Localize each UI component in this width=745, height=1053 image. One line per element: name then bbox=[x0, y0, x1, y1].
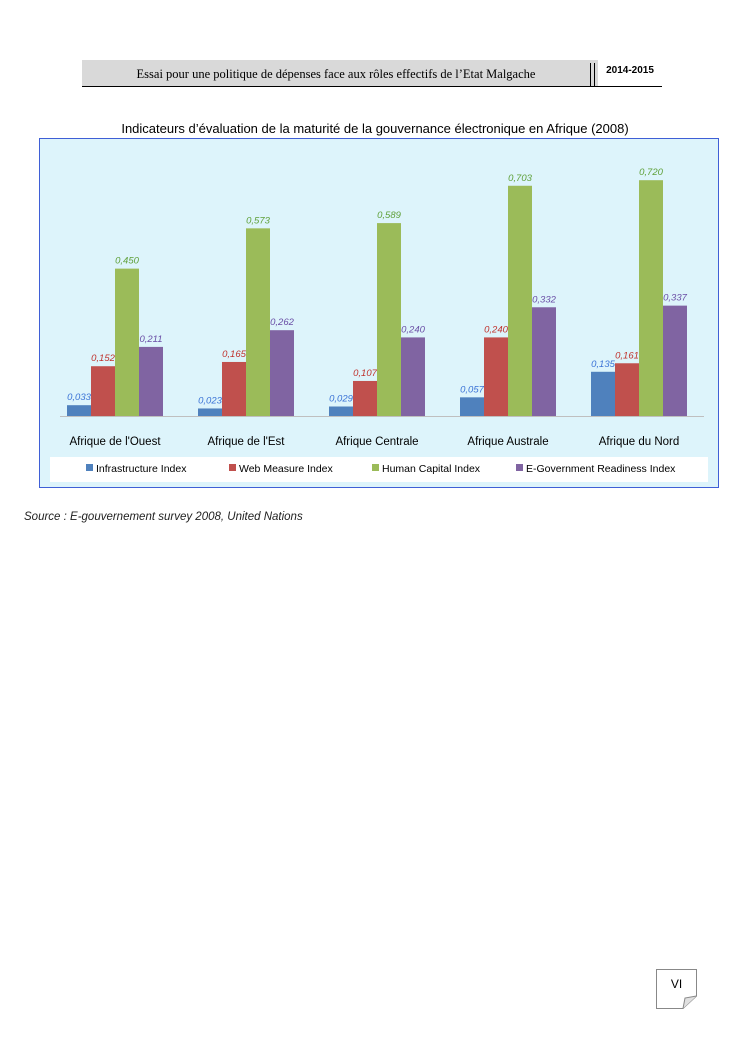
page-number: VI bbox=[670, 977, 683, 991]
bar-value-label: 0,057 bbox=[460, 384, 484, 395]
bar bbox=[91, 366, 115, 416]
bar bbox=[329, 406, 353, 416]
folded-corner-icon bbox=[656, 969, 697, 1009]
category-label: Afrique de l'Ouest bbox=[69, 436, 161, 448]
bar bbox=[67, 405, 91, 416]
legend-swatch bbox=[229, 464, 236, 471]
legend-label: E-Government Readiness Index bbox=[526, 463, 676, 475]
bar bbox=[377, 223, 401, 416]
bar-value-label: 0,211 bbox=[139, 334, 162, 345]
category-label: Afrique Centrale bbox=[335, 436, 418, 448]
bar-value-label: 0,033 bbox=[67, 392, 91, 403]
legend-label: Infrastructure Index bbox=[96, 463, 187, 475]
bar bbox=[532, 307, 556, 416]
bar-value-label: 0,135 bbox=[591, 359, 615, 370]
bar bbox=[508, 185, 532, 416]
running-header: Essai pour une politique de dépenses fac… bbox=[82, 60, 662, 87]
legend-swatch bbox=[372, 464, 379, 471]
bar-value-label: 0,161 bbox=[615, 350, 639, 361]
bar-value-label: 0,589 bbox=[377, 210, 401, 221]
bar-value-label: 0,337 bbox=[663, 293, 687, 304]
page-number-box: VI bbox=[656, 969, 697, 1009]
category-label: Afrique Australe bbox=[467, 436, 548, 448]
bar bbox=[460, 397, 484, 416]
bar bbox=[139, 346, 163, 416]
bar bbox=[115, 268, 139, 416]
category-label: Afrique du Nord bbox=[599, 436, 680, 448]
header-separator bbox=[590, 63, 595, 86]
bar-value-label: 0,240 bbox=[401, 324, 425, 335]
bar-value-label: 0,165 bbox=[222, 349, 246, 360]
bar-value-label: 0,332 bbox=[532, 294, 556, 305]
figure-title: Indicateurs d’évaluation de la maturité … bbox=[121, 121, 629, 136]
bar bbox=[222, 361, 246, 416]
legend-label: Web Measure Index bbox=[239, 463, 334, 475]
bar bbox=[270, 330, 294, 416]
bar-value-label: 0,240 bbox=[484, 324, 508, 335]
bar-value-label: 0,450 bbox=[115, 256, 139, 267]
chart-container: 0,033 0,152 0,450 0,211 Afrique de l'Ouest 0,… bbox=[39, 138, 719, 488]
bar-value-label: 0,023 bbox=[198, 395, 222, 406]
bar-value-label: 0,152 bbox=[91, 353, 115, 364]
bar bbox=[615, 363, 639, 416]
grouped-bar-chart: 0,033 0,152 0,450 0,211 Afrique de l'Ouest 0,… bbox=[50, 167, 708, 482]
header-year: 2014-2015 bbox=[598, 60, 662, 86]
header-title: Essai pour une politique de dépenses fac… bbox=[136, 67, 536, 81]
legend-swatch bbox=[516, 464, 523, 471]
bar bbox=[198, 408, 222, 416]
bar bbox=[591, 371, 615, 416]
bar bbox=[353, 380, 377, 416]
figure-source: Source : E-gouvernement survey 2008, Uni… bbox=[24, 511, 303, 523]
legend-swatch bbox=[86, 464, 93, 471]
bar-value-label: 0,262 bbox=[270, 317, 294, 328]
bar bbox=[663, 305, 687, 416]
category-label: Afrique de l'Est bbox=[208, 436, 286, 448]
bar-value-label: 0,029 bbox=[329, 394, 353, 405]
bar-value-label: 0,573 bbox=[246, 215, 270, 226]
bar-value-label: 0,720 bbox=[639, 167, 663, 178]
bar bbox=[401, 337, 425, 416]
bar bbox=[246, 228, 270, 416]
bar bbox=[484, 337, 508, 416]
legend-label: Human Capital Index bbox=[382, 463, 481, 475]
bar-value-label: 0,107 bbox=[353, 368, 377, 379]
bar bbox=[639, 180, 663, 416]
bar-value-label: 0,703 bbox=[508, 173, 532, 184]
